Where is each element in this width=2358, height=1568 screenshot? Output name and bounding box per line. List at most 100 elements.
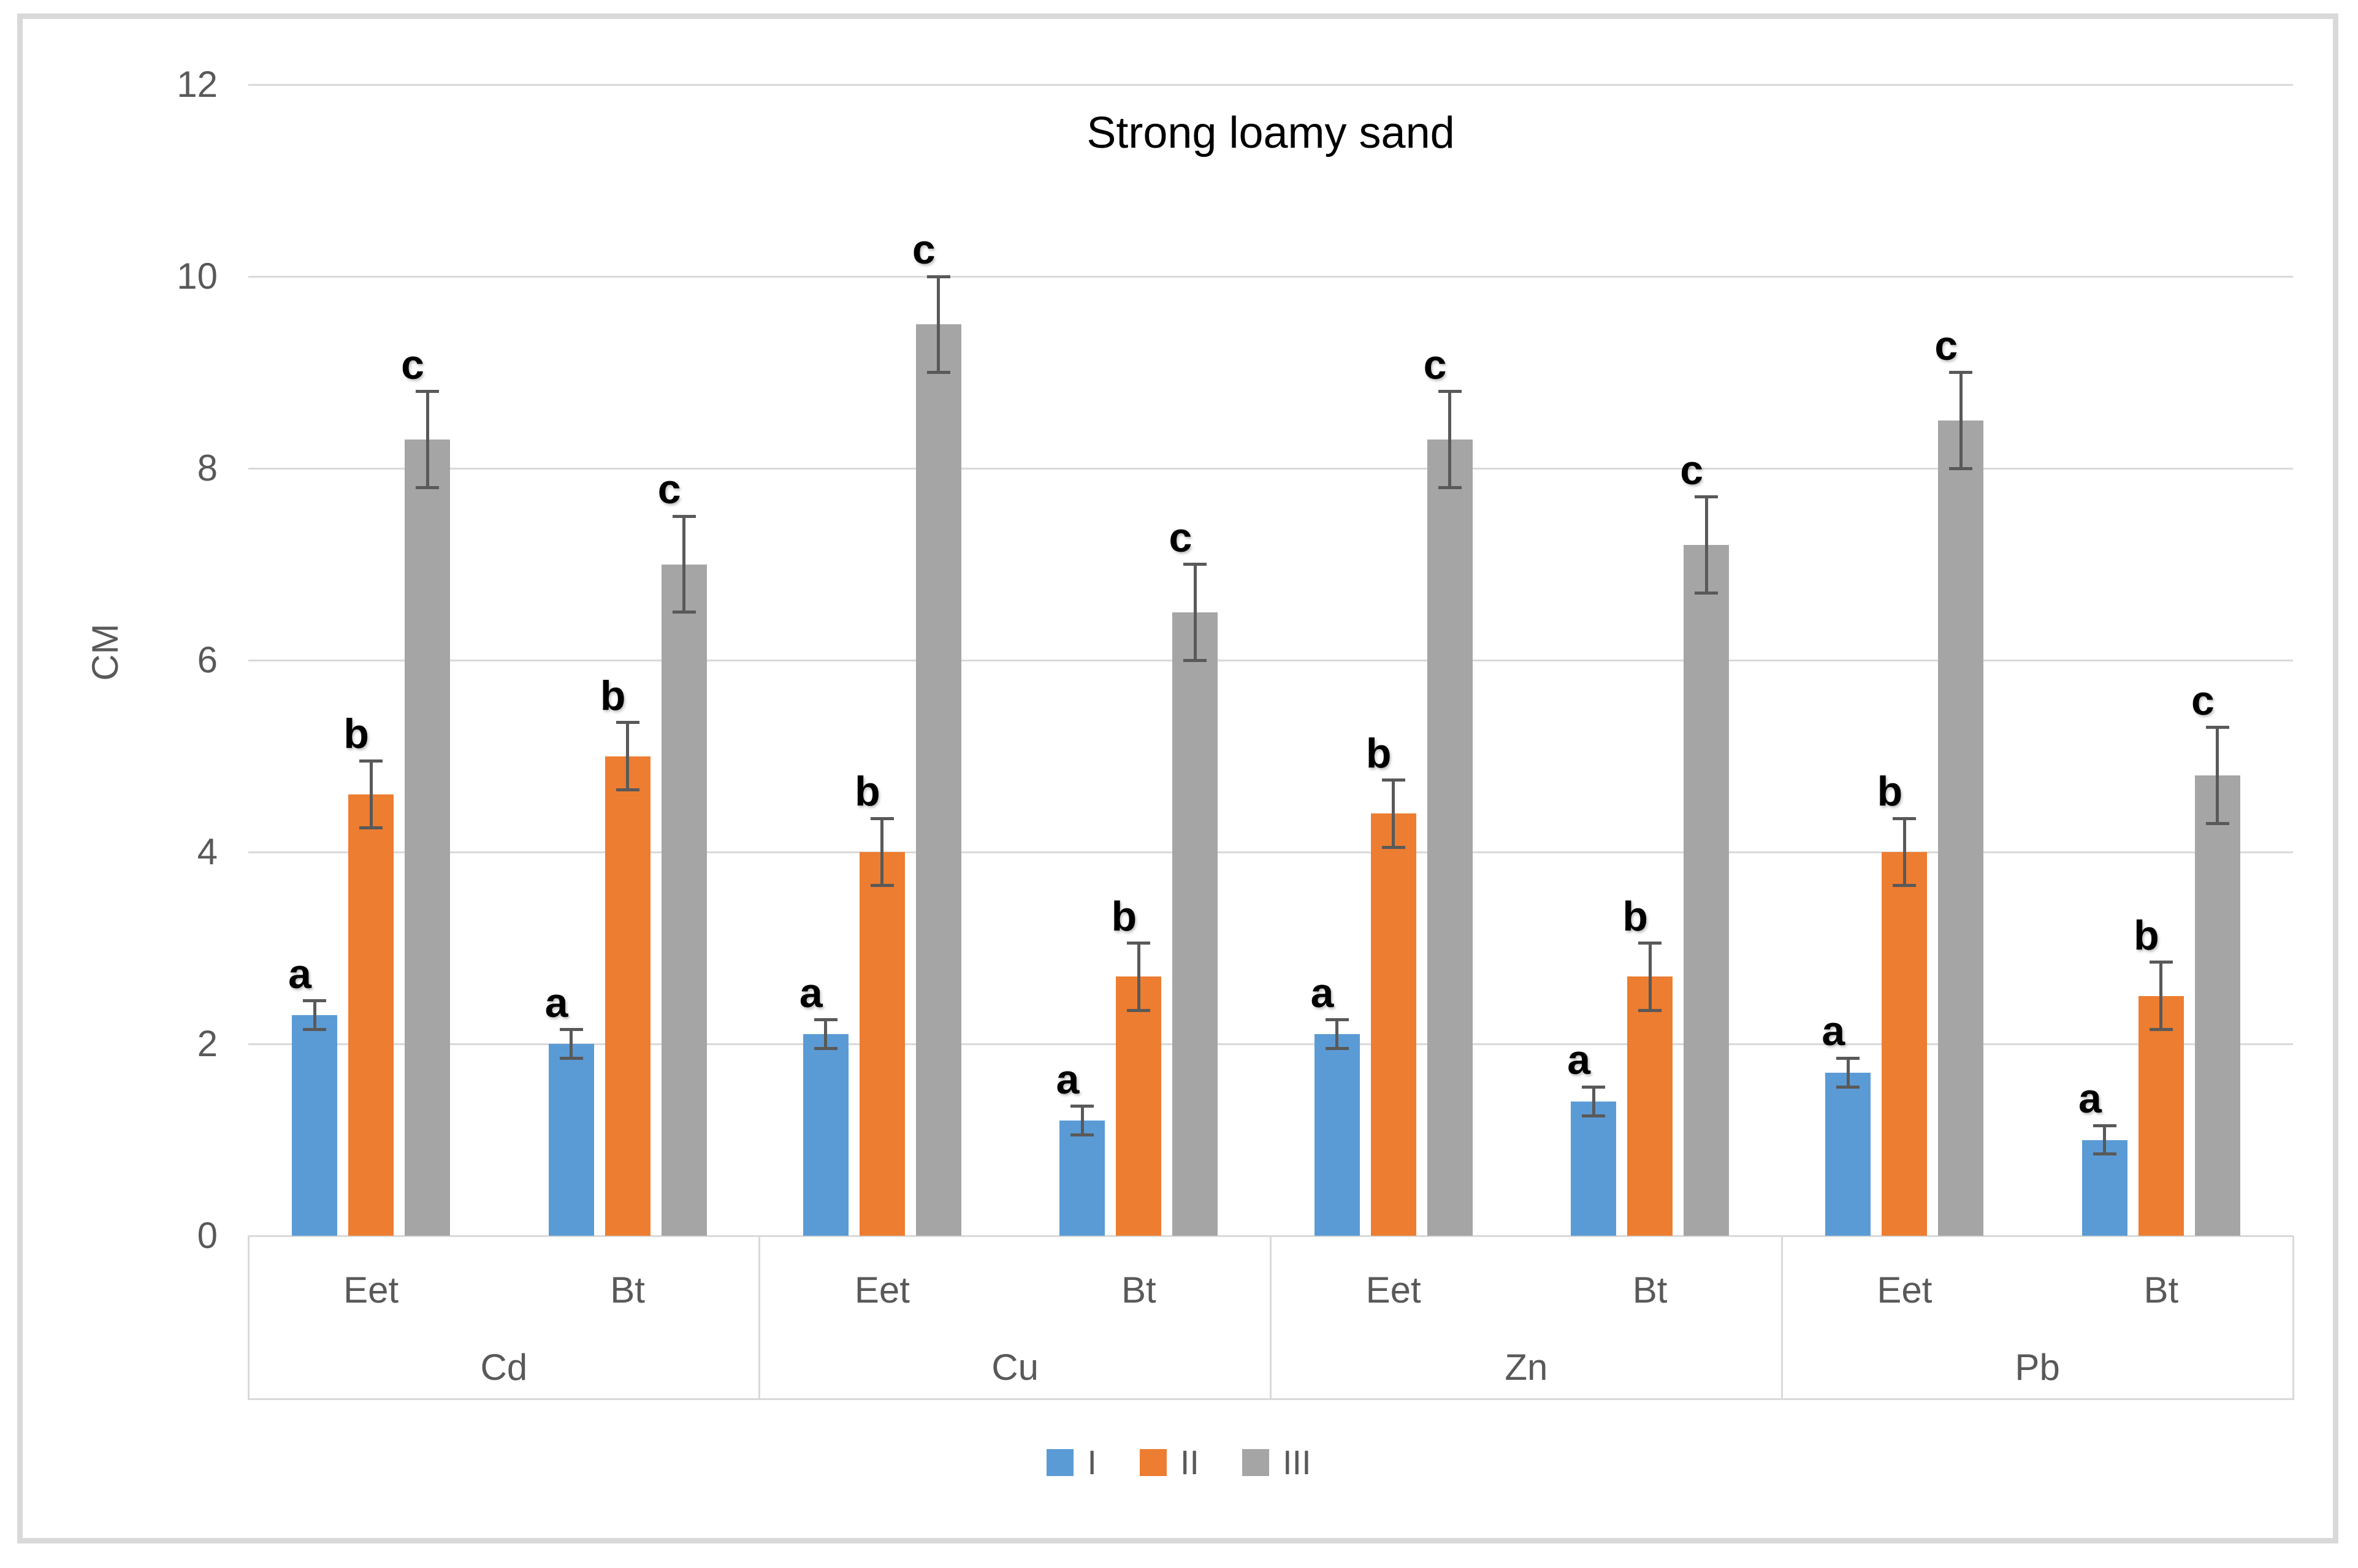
- error-bar-cap-bottom-III-Cu-Eet: [926, 371, 950, 374]
- sig-letter-II-Zn-Eet: b: [1365, 729, 1392, 777]
- error-bar-cap-bottom-I-Zn-Eet: [1325, 1047, 1349, 1051]
- bar-III-Cu-Eet: [915, 324, 961, 1236]
- group-label-cu: Cu: [991, 1347, 1039, 1388]
- gridline-y-2: [248, 1043, 2293, 1045]
- error-bar-line-II-Cd-Eet: [369, 761, 373, 828]
- y-tick-label: 2: [197, 1023, 218, 1064]
- sig-letter-I-Zn-Bt: a: [1567, 1037, 1591, 1084]
- bar-III-Cd-Bt: [661, 564, 707, 1236]
- error-bar-line-I-Pb-Eet: [1846, 1058, 1850, 1087]
- bar-II-Cd-Eet: [348, 794, 394, 1236]
- chart-title: Strong loamy sand: [1086, 108, 1455, 158]
- error-bar-line-I-Pb-Bt: [2103, 1125, 2107, 1154]
- error-bar-cap-top-II-Cu-Bt: [1127, 942, 1151, 945]
- error-bar-cap-top-III-Cd-Bt: [672, 514, 696, 518]
- gridline-y-4: [248, 851, 2293, 853]
- error-bar-line-III-Pb-Eet: [1959, 372, 1963, 468]
- error-bar-line-I-Zn-Eet: [1335, 1019, 1339, 1049]
- error-bar-cap-top-III-Zn-Eet: [1438, 390, 1462, 394]
- bar-II-Cu-Eet: [859, 852, 905, 1236]
- sig-letter-III-Zn-Eet: c: [1423, 341, 1447, 388]
- sub-label-pb-bt: Bt: [2143, 1269, 2179, 1311]
- error-bar-line-I-Cd-Bt: [570, 1029, 573, 1059]
- legend-swatch-III: [1242, 1449, 1269, 1476]
- error-bar-cap-bottom-II-Pb-Eet: [1893, 884, 1917, 888]
- bar-III-Pb-Eet: [1938, 420, 1984, 1236]
- error-bar-cap-bottom-II-Cu-Eet: [870, 884, 894, 888]
- bar-I-Cu-Bt: [1059, 1121, 1105, 1236]
- sub-label-cu-bt: Bt: [1121, 1269, 1156, 1311]
- error-bar-cap-bottom-II-Zn-Eet: [1381, 845, 1405, 849]
- y-tick-label: 0: [197, 1215, 218, 1256]
- sig-letter-III-Cu-Eet: c: [912, 226, 936, 273]
- sig-letter-I-Cu-Eet: a: [799, 969, 823, 1016]
- error-bar-cap-bottom-II-Cd-Bt: [616, 788, 639, 791]
- error-bar-cap-top-II-Zn-Bt: [1638, 942, 1662, 945]
- error-bar-cap-bottom-III-Zn-Bt: [1695, 591, 1719, 595]
- error-bar-cap-top-II-Cd-Eet: [359, 759, 383, 763]
- error-bar-cap-top-I-Pb-Bt: [2093, 1124, 2116, 1127]
- sig-letter-III-Zn-Bt: c: [1680, 446, 1704, 493]
- bar-I-Cd-Eet: [292, 1015, 338, 1236]
- bar-III-Cu-Bt: [1172, 612, 1218, 1236]
- bar-III-Zn-Bt: [1684, 545, 1730, 1236]
- error-bar-cap-top-II-Pb-Eet: [1893, 816, 1917, 820]
- legend-swatch-II: [1139, 1449, 1167, 1476]
- bar-I-Pb-Eet: [1825, 1072, 1871, 1236]
- error-bar-line-II-Cu-Bt: [1137, 943, 1140, 1011]
- legend-label-II: II: [1180, 1443, 1199, 1482]
- error-bar-cap-bottom-III-Cd-Eet: [416, 485, 440, 489]
- error-bar-line-III-Cd-Eet: [425, 391, 429, 488]
- error-bar-cap-bottom-I-Zn-Bt: [1582, 1114, 1606, 1117]
- y-tick-label: 8: [197, 447, 218, 489]
- sub-label-zn-eet: Eet: [1365, 1269, 1421, 1311]
- bar-I-Pb-Bt: [2081, 1140, 2127, 1236]
- error-bar-cap-top-I-Cu-Eet: [814, 1018, 838, 1022]
- y-tick-label: 12: [177, 64, 218, 105]
- error-bar-cap-bottom-II-Cd-Eet: [359, 826, 383, 830]
- error-bar-cap-bottom-I-Cu-Bt: [1070, 1133, 1094, 1137]
- category-axis-divider: [1270, 1236, 1272, 1400]
- error-bar-cap-top-III-Zn-Bt: [1695, 495, 1719, 499]
- legend-label-I: I: [1087, 1443, 1097, 1482]
- bar-III-Cd-Eet: [405, 440, 451, 1236]
- bar-II-Cu-Bt: [1116, 976, 1162, 1236]
- error-bar-cap-top-II-Zn-Eet: [1381, 778, 1405, 782]
- error-bar-cap-bottom-I-Cd-Bt: [559, 1056, 583, 1060]
- sig-letter-II-Pb-Bt: b: [2134, 911, 2159, 959]
- error-bar-cap-bottom-I-Cd-Eet: [303, 1028, 327, 1032]
- sig-letter-II-Cu-Eet: b: [855, 768, 880, 815]
- group-label-cd: Cd: [480, 1347, 528, 1388]
- error-bar-cap-top-I-Cd-Eet: [303, 999, 327, 1003]
- error-bar-cap-bottom-I-Cu-Eet: [814, 1047, 838, 1051]
- error-bar-line-III-Cu-Bt: [1193, 564, 1197, 660]
- error-bar-line-III-Zn-Bt: [1704, 497, 1708, 593]
- category-axis-divider: [1780, 1236, 1783, 1400]
- error-bar-cap-bottom-I-Pb-Bt: [2093, 1152, 2116, 1156]
- sig-letter-I-Zn-Eet: a: [1310, 969, 1334, 1016]
- error-bar-cap-bottom-I-Pb-Eet: [1836, 1085, 1860, 1089]
- y-tick-label: 6: [197, 639, 218, 680]
- error-bar-cap-top-I-Pb-Eet: [1836, 1056, 1860, 1060]
- y-tick-label: 10: [177, 256, 218, 297]
- bar-III-Zn-Eet: [1427, 440, 1473, 1236]
- legend-item-I: I: [1047, 1445, 1097, 1480]
- category-axis-divider: [758, 1236, 761, 1400]
- sig-letter-I-Cd-Bt: a: [544, 979, 568, 1026]
- gridline-y-12: [248, 84, 2293, 86]
- bar-I-Zn-Eet: [1314, 1034, 1360, 1236]
- bar-II-Pb-Bt: [2138, 995, 2184, 1236]
- error-bar-cap-top-I-Zn-Eet: [1325, 1018, 1349, 1022]
- bar-III-Pb-Bt: [2194, 775, 2240, 1236]
- error-bar-cap-bottom-III-Cu-Bt: [1183, 658, 1207, 662]
- error-bar-cap-top-III-Pb-Eet: [1949, 371, 1973, 374]
- legend-label-III: III: [1283, 1443, 1311, 1482]
- error-bar-line-II-Pb-Eet: [1902, 818, 1906, 886]
- error-bar-cap-bottom-II-Cu-Bt: [1127, 1008, 1151, 1012]
- bar-II-Zn-Bt: [1627, 976, 1673, 1236]
- sub-label-pb-eet: Eet: [1877, 1269, 1933, 1311]
- bar-I-Cd-Bt: [548, 1044, 594, 1236]
- category-axis-bottom-line: [248, 1398, 2293, 1400]
- sub-label-cd-bt: Bt: [610, 1269, 645, 1311]
- bar-II-Zn-Eet: [1370, 813, 1416, 1236]
